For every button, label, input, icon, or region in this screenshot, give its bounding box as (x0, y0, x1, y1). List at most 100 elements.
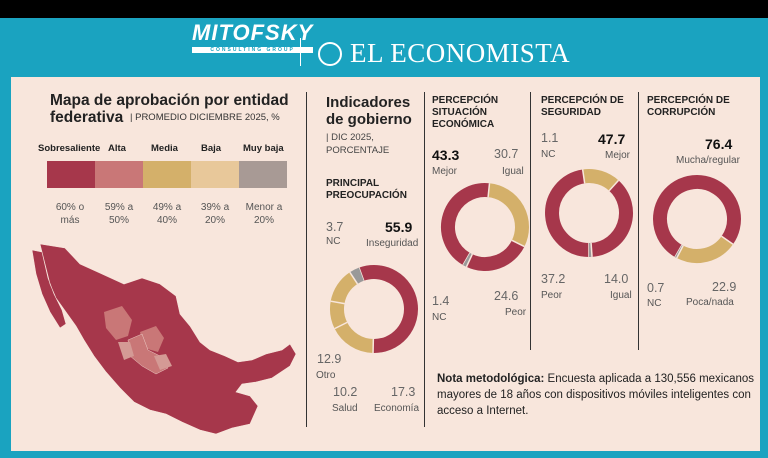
legend-label-muy-baja: Muy baja (243, 143, 284, 154)
indicators-title: Indicadores de gobierno (326, 94, 412, 128)
legend-swatch-baja (191, 161, 239, 188)
divider-2 (424, 92, 425, 427)
donut-2-slice-igual (582, 169, 619, 192)
mitofsky-logo-sub: CONSULTING GROUP (192, 47, 314, 53)
chart2-value-mejor: 43.3 (432, 147, 460, 163)
chart1-value-economia: 17.3 (391, 385, 416, 399)
donut-1-slice-igual (487, 183, 529, 247)
donut-0-slice-otro (330, 272, 358, 305)
chart3-label-nc: NC (541, 149, 556, 160)
chart1-label-economia: Economía (374, 403, 420, 414)
chart1-value-otro: 12.9 (317, 352, 342, 366)
donut-3-slice-mucha-regular (653, 175, 741, 258)
legend-label-baja: Baja (201, 143, 222, 154)
note-text: Encuesta aplicada a 130,556 mexicanos ma… (437, 373, 755, 417)
chart2-title: PERCEPCIÓN SITUACIÓN ECONÓMICA (432, 95, 499, 130)
map-region-media-2 (118, 342, 172, 370)
chart3-donut (545, 169, 633, 257)
map-subtitle-text: PROMEDIO DICIEMBRE 2025, % (135, 112, 280, 123)
donut-0-slice-nc (349, 267, 364, 285)
map-region-alta (104, 306, 164, 352)
divider-3 (530, 92, 531, 350)
legend-swatch-media (143, 161, 191, 188)
donut-1-slice-peor (466, 239, 525, 271)
donut-1-separator (511, 239, 525, 248)
map-region-sobresaliente (31, 243, 297, 435)
chart4-label-mucha: Mucha/regular (676, 155, 740, 166)
donut-0-separator (334, 321, 348, 330)
mitofsky-logo: MITOFSKY CONSULTING GROUP (192, 20, 314, 53)
mexico-map (31, 243, 297, 435)
donut-2-slice-peor (590, 180, 633, 257)
donut-2-separator (608, 179, 620, 192)
donut-2-separator (590, 242, 593, 257)
legend-range-baja: 39% a 20% (200, 202, 230, 226)
indicators-subtitle: | DIC 2025, PORCENTAJE (326, 132, 390, 156)
chart3-value-mejor: 47.7 (598, 131, 626, 147)
legend-range-media: 49% a 40% (152, 202, 182, 226)
legend-label-media: Media (151, 143, 178, 154)
chart1-value-nc: 3.7 (326, 220, 344, 234)
legend-label-alta: Alta (108, 143, 126, 154)
donut-0-slice-econom-a (334, 321, 374, 353)
chart3-label-mejor: Mejor (605, 150, 631, 161)
donut-1-separator (487, 183, 491, 198)
chart2-value-nc: 1.4 (432, 294, 450, 308)
chart1-donut (330, 265, 418, 354)
donut-3-slice-poca-nada (676, 235, 734, 263)
map-title: Mapa de aprobación por entidad federativ… (50, 92, 289, 126)
donut-0-slice-inseguridad (358, 265, 418, 353)
chart1-label-otro: Otro (316, 370, 336, 381)
chart3-label-peor: Peor (541, 290, 563, 301)
chart1-value-salud: 10.2 (333, 385, 358, 399)
legend-range-alta: 59% a 50% (104, 202, 134, 226)
divider-1 (306, 92, 307, 427)
legend-range-sobresaliente: 60% o más (55, 202, 85, 226)
donut-3-separator (721, 235, 734, 245)
chart4-value-mucha: 76.4 (705, 136, 733, 152)
chart1-value-inseguridad: 55.9 (385, 219, 413, 235)
map-subtitle: | PROMEDIO DICIEMBRE 2025, % (130, 112, 280, 123)
chart1-label-salud: Salud (332, 403, 358, 414)
donut-3-separator (676, 245, 684, 259)
chart4-value-nc: 0.7 (647, 281, 665, 295)
chart2-value-igual: 30.7 (494, 147, 519, 161)
chart4-value-poca: 22.9 (712, 280, 737, 294)
donut-2-separator (581, 169, 586, 184)
legend-label-sobresaliente: Sobresaliente (38, 143, 101, 154)
chart1-title: PRINCIPAL PREOCUPACIÓN (326, 178, 407, 201)
chart3-value-igual: 14.0 (604, 272, 629, 286)
chart3-value-peor: 37.2 (541, 272, 566, 286)
chart4-label-nc: NC (647, 298, 662, 309)
top-bar (0, 0, 768, 18)
legend-swatch-alta (95, 161, 143, 188)
chart2-label-peor: Peor (505, 307, 527, 318)
chart2-label-nc: NC (432, 312, 447, 323)
chart4-label-poca: Poca/nada (686, 297, 734, 308)
chart1-label-nc: NC (326, 236, 341, 247)
chart4-title: PERCEPCIÓN DE CORRUPCIÓN (647, 95, 730, 118)
economista-mark-icon (318, 41, 342, 66)
donut-2-slice-mejor (545, 169, 590, 257)
chart2-label-mejor: Mejor (432, 166, 458, 177)
header (0, 18, 768, 76)
logo-divider (300, 38, 301, 66)
el-economista-logo: EL ECONOMISTA (318, 38, 570, 69)
el-economista-text: EL ECONOMISTA (350, 38, 571, 68)
methodology-note: Nota metodológica: Encuesta aplicada a 1… (437, 371, 757, 419)
chart1-label-inseguridad: Inseguridad (366, 238, 419, 249)
legend-swatch-sobresaliente (47, 161, 95, 188)
donut-0-slice-salud (330, 301, 348, 329)
legend-swatch-muy-baja (239, 161, 287, 188)
chart2-donut (441, 183, 529, 271)
chart4-donut (653, 175, 741, 263)
chart3-value-nc: 1.1 (541, 131, 559, 145)
donut-1-separator (465, 253, 474, 268)
indicators-subtitle-text: DIC 2025, PORCENTAJE (326, 132, 390, 156)
legend-range-muy-baja: Menor a 20% (245, 202, 283, 226)
chart2-label-igual: Igual (502, 166, 524, 177)
chart3-label-igual: Igual (610, 290, 632, 301)
chart3-title: PERCEPCIÓN DE SEGURIDAD (541, 95, 624, 118)
note-label: Nota metodológica: (437, 373, 545, 385)
donut-1-slice-mejor (441, 183, 490, 266)
